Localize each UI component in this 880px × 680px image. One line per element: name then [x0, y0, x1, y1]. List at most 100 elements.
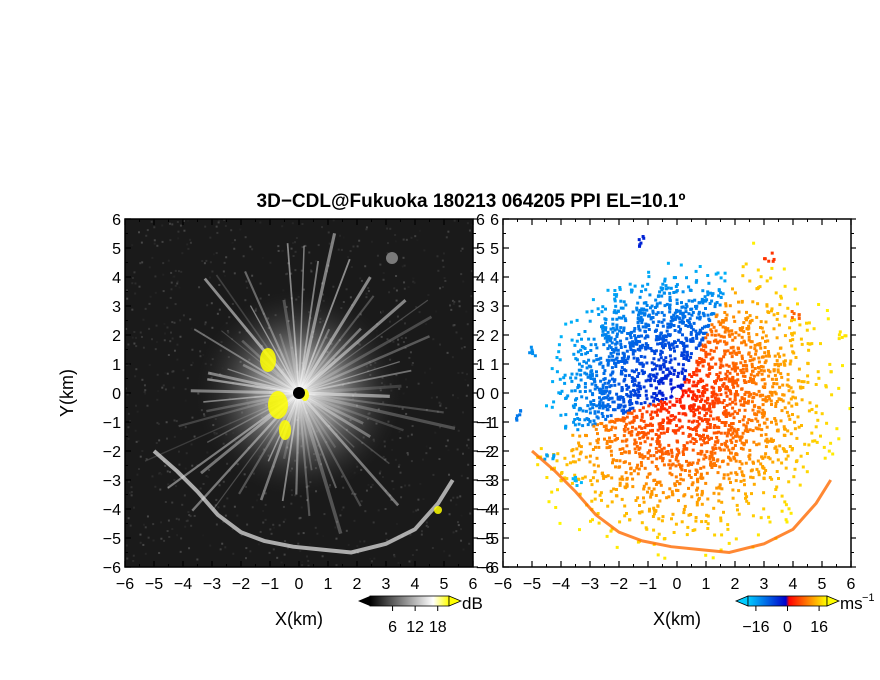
reflectivity-streak — [278, 333, 300, 394]
velocity-cell — [717, 386, 721, 390]
reflectivity-speckle — [173, 349, 176, 352]
velocity-cell — [603, 336, 607, 340]
velocity-cell — [640, 521, 644, 525]
reflectivity-speckle — [379, 470, 382, 473]
velocity-cell — [623, 361, 627, 365]
reflectivity-speckle — [439, 404, 442, 407]
velocity-cell — [583, 475, 587, 479]
velocity-cell — [550, 405, 554, 409]
velocity-cell — [741, 367, 745, 371]
velocity-cell — [744, 390, 748, 394]
velocity-cell — [669, 419, 673, 422]
velocity-cell — [689, 338, 693, 342]
velocity-cell — [733, 395, 737, 399]
velocity-cell — [758, 423, 761, 427]
velocity-cell — [797, 379, 801, 383]
velocity-cell — [710, 323, 714, 327]
reflectivity-speckle — [162, 273, 165, 276]
reflectivity-streak — [249, 305, 300, 394]
velocity-cell — [686, 525, 690, 529]
velocity-cell — [702, 348, 706, 352]
velocity-cell — [706, 290, 710, 294]
velocity-cell — [721, 401, 725, 405]
velocity-cell — [782, 362, 786, 366]
velocity-cell — [763, 455, 767, 459]
reflectivity-speckle — [132, 554, 135, 557]
velocity-cell — [767, 455, 771, 459]
velocity-cell — [673, 482, 677, 486]
velocity-cell — [712, 405, 716, 408]
reflectivity-speckle — [186, 377, 189, 380]
reflectivity-speckle — [160, 473, 163, 476]
velocity-cell — [682, 406, 685, 410]
reflectivity-speckle — [215, 225, 218, 228]
velocity-cell — [689, 339, 693, 343]
velocity-cell — [596, 410, 600, 414]
velocity-cell — [660, 350, 664, 354]
velocity-cell — [669, 319, 673, 323]
velocity-colorbar-unit-exponent: −1 — [862, 592, 875, 604]
velocity-cell — [668, 323, 672, 326]
velocity-cell — [711, 292, 715, 296]
velocity-cell — [680, 391, 684, 395]
velocity-cell — [624, 471, 628, 475]
reflectivity-speckle — [144, 389, 147, 392]
velocity-cell — [808, 342, 812, 346]
reflectivity-speckle — [138, 285, 141, 288]
velocity-cell — [745, 367, 749, 371]
velocity-cell — [596, 432, 599, 436]
velocity-cell — [642, 431, 646, 435]
reflectivity-speckle — [126, 393, 129, 396]
reflectivity-speckle — [155, 341, 158, 344]
velocity-cell — [695, 500, 699, 504]
velocity-cell — [717, 289, 721, 293]
velocity-cell — [716, 471, 720, 475]
velocity-cell — [640, 464, 644, 468]
velocity-cell — [668, 370, 672, 374]
velocity-cell — [628, 403, 632, 407]
velocity-cell — [639, 362, 643, 366]
velocity-cell — [696, 486, 700, 490]
velocity-cell — [638, 340, 642, 344]
velocity-colorbar-tick-label: 16 — [810, 619, 828, 636]
velocity-cell — [764, 334, 768, 338]
velocity-cell — [722, 476, 726, 480]
velocity-cell — [742, 415, 746, 419]
velocity-cell — [729, 433, 733, 437]
velocity-cell — [691, 328, 695, 332]
reflectivity-speckle — [176, 343, 179, 346]
reflectivity-speckle — [148, 266, 151, 269]
velocity-cell — [705, 373, 709, 377]
reflectivity-speckle — [373, 557, 376, 560]
velocity-cell — [708, 423, 712, 426]
reflectivity-speckle — [240, 534, 243, 537]
velocity-cell — [622, 408, 626, 412]
velocity-cell — [672, 291, 676, 294]
velocity-cell — [733, 392, 737, 396]
velocity-cell — [663, 342, 667, 346]
velocity-cell — [789, 432, 793, 436]
velocity-cell — [768, 476, 772, 479]
velocity-cell — [698, 265, 702, 268]
reflectivity-xtick-label: 3 — [382, 576, 391, 593]
velocity-cell — [659, 431, 663, 435]
velocity-cell — [695, 470, 699, 474]
velocity-cell — [762, 491, 766, 495]
velocity-cell — [608, 445, 612, 449]
velocity-cell — [625, 393, 629, 396]
reflectivity-streak — [298, 328, 331, 394]
velocity-cell — [708, 402, 712, 406]
velocity-cell — [614, 426, 618, 430]
velocity-cell — [744, 440, 748, 444]
velocity-cell — [605, 442, 609, 446]
reflectivity-streak — [297, 392, 311, 517]
reflectivity-speckle — [186, 243, 189, 246]
velocity-cell — [640, 412, 644, 416]
velocity-cell — [745, 369, 749, 373]
reflectivity-speckle — [176, 358, 179, 361]
velocity-cell — [625, 415, 629, 419]
velocity-cell — [581, 409, 585, 413]
velocity-cell — [725, 412, 729, 416]
velocity-cell — [681, 367, 685, 371]
